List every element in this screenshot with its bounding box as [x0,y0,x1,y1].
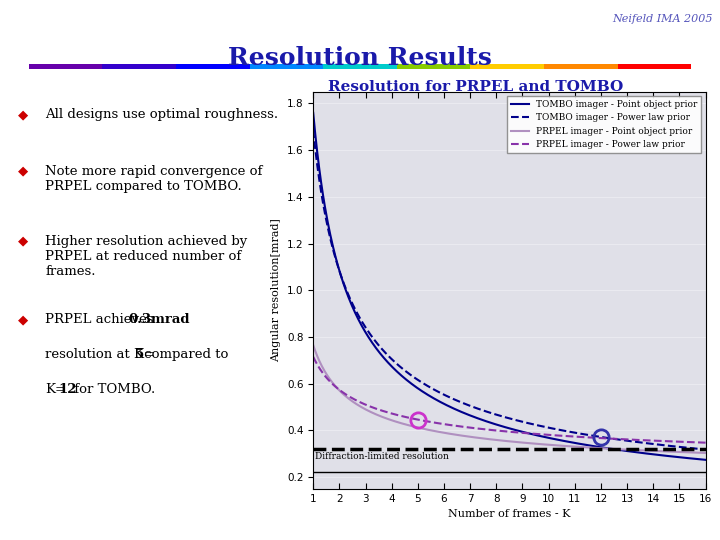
Text: 5: 5 [135,348,144,361]
TOMBO imager - Point object prior [378,353,387,360]
Line: PRPEL imager - Point object prior: PRPEL imager - Point object prior [313,345,706,453]
TOMBO imager - Power law prior [571,429,580,436]
Bar [323,64,397,69]
PRPEL imager - Point object prior [701,450,710,456]
Text: PRPEL achieves: PRPEL achieves [45,313,158,326]
TOMBO imager - Power law prior [701,446,710,453]
Text: for TOMBO.: for TOMBO. [70,383,155,396]
Text: Higher resolution achieved by
PRPEL at reduced number of
frames.: Higher resolution achieved by PRPEL at r… [45,235,248,278]
Text: K=: K= [45,383,66,396]
Bar [102,64,176,69]
PRPEL imager - Point object prior [309,342,318,348]
Bar [618,64,691,69]
Text: Resolution Results: Resolution Results [228,46,492,70]
Bar [250,64,323,69]
Line: PRPEL imager - Power law prior: PRPEL imager - Power law prior [313,357,706,443]
TOMBO imager - Power law prior [540,423,549,430]
TOMBO imager - Point object prior [540,434,549,440]
X-axis label: Number of frames - K: Number of frames - K [448,509,571,519]
TOMBO imager - Power law prior [309,127,318,133]
Text: Note more rapid convergence of
PRPEL compared to TOMBO.: Note more rapid convergence of PRPEL com… [45,165,263,193]
Bar [176,64,250,69]
PRPEL imager - Power law prior [309,354,318,360]
PRPEL imager - Power law prior [701,440,710,446]
TOMBO imager - Power law prior [410,374,418,381]
Text: ◆: ◆ [18,165,28,178]
PRPEL imager - Point object prior [540,441,549,448]
PRPEL imager - Power law prior [487,427,495,433]
Line: TOMBO imager - Point object prior: TOMBO imager - Point object prior [313,113,706,460]
Text: All designs use optimal roughness.: All designs use optimal roughness. [45,108,279,121]
Bar [29,64,102,69]
Text: 0.3mrad: 0.3mrad [128,313,189,326]
Y-axis label: Angular resolution[mrad]: Angular resolution[mrad] [271,218,282,362]
PRPEL imager - Point object prior [487,436,495,443]
Text: compared to: compared to [140,348,229,361]
TOMBO imager - Point object prior [410,382,418,389]
TOMBO imager - Point object prior [604,445,613,451]
Bar [470,64,544,69]
PRPEL imager - Power law prior [604,435,613,442]
Bar [544,64,618,69]
PRPEL imager - Point object prior [571,443,580,450]
Text: ◆: ◆ [18,313,28,326]
PRPEL imager - Power law prior [378,408,387,414]
TOMBO imager - Point object prior [309,110,318,116]
TOMBO imager - Power law prior [604,435,613,441]
TOMBO imager - Power law prior [378,347,387,353]
Text: ◆: ◆ [18,235,28,248]
Text: Neifeld IMA 2005: Neifeld IMA 2005 [612,14,713,24]
Text: Resolution for PRPEL and TOMBO: Resolution for PRPEL and TOMBO [328,80,623,94]
Bar [397,64,470,69]
PRPEL imager - Point object prior [604,446,613,452]
TOMBO imager - Point object prior [487,420,495,426]
Legend: TOMBO imager - Point object prior, TOMBO imager - Power law prior, PRPEL imager : TOMBO imager - Point object prior, TOMBO… [507,96,701,153]
Text: resolution at K=: resolution at K= [45,348,156,361]
Text: ◆: ◆ [18,108,28,121]
Text: 12: 12 [58,383,77,396]
PRPEL imager - Power law prior [410,416,418,422]
Text: Diffraction-limited resolution: Diffraction-limited resolution [315,452,449,461]
TOMBO imager - Power law prior [487,410,495,416]
TOMBO imager - Point object prior [701,457,710,463]
TOMBO imager - Point object prior [571,440,580,446]
PRPEL imager - Point object prior [378,414,387,420]
Line: TOMBO imager - Power law prior: TOMBO imager - Power law prior [313,130,706,449]
PRPEL imager - Power law prior [571,434,580,440]
PRPEL imager - Point object prior [410,423,418,430]
PRPEL imager - Power law prior [540,431,549,438]
